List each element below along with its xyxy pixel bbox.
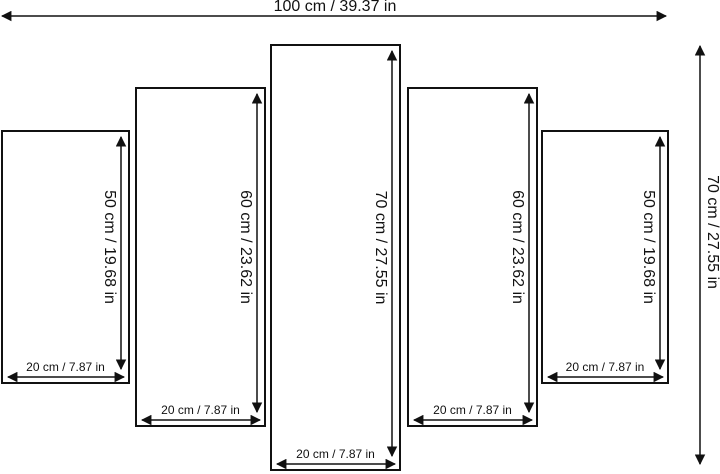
canvas-panel [270,44,401,471]
panel-width-label: 20 cm / 7.87 in [161,403,240,417]
panel-height-label: 60 cm / 23.62 in [509,190,526,304]
panel-width-label: 20 cm / 7.87 in [296,447,375,461]
overall-height: 70 cm / 27.55 in [704,175,720,289]
panels: 50 cm / 19.68 in 20 cm / 7.87 in 60 cm / 2… [1,44,669,471]
panel-width-label: 20 cm / 7.87 in [566,360,645,374]
panel-height-label: 60 cm / 23.62 in [237,190,254,304]
panel-height-label: 50 cm / 19.68 in [101,190,118,304]
panel-height-label: 70 cm / 27.55 in [372,191,389,305]
canvas-panel [407,87,538,427]
panel-width-label: 20 cm / 7.87 in [433,403,512,417]
panel-height-label: 50 cm / 19.68 in [640,190,657,304]
overall-width: 100 cm / 39.37 in [274,0,397,15]
canvas-panel [1,130,130,384]
panel-width-label: 20 cm / 7.87 in [26,360,105,374]
canvas-panel [135,87,266,427]
canvas-panel [541,130,669,384]
